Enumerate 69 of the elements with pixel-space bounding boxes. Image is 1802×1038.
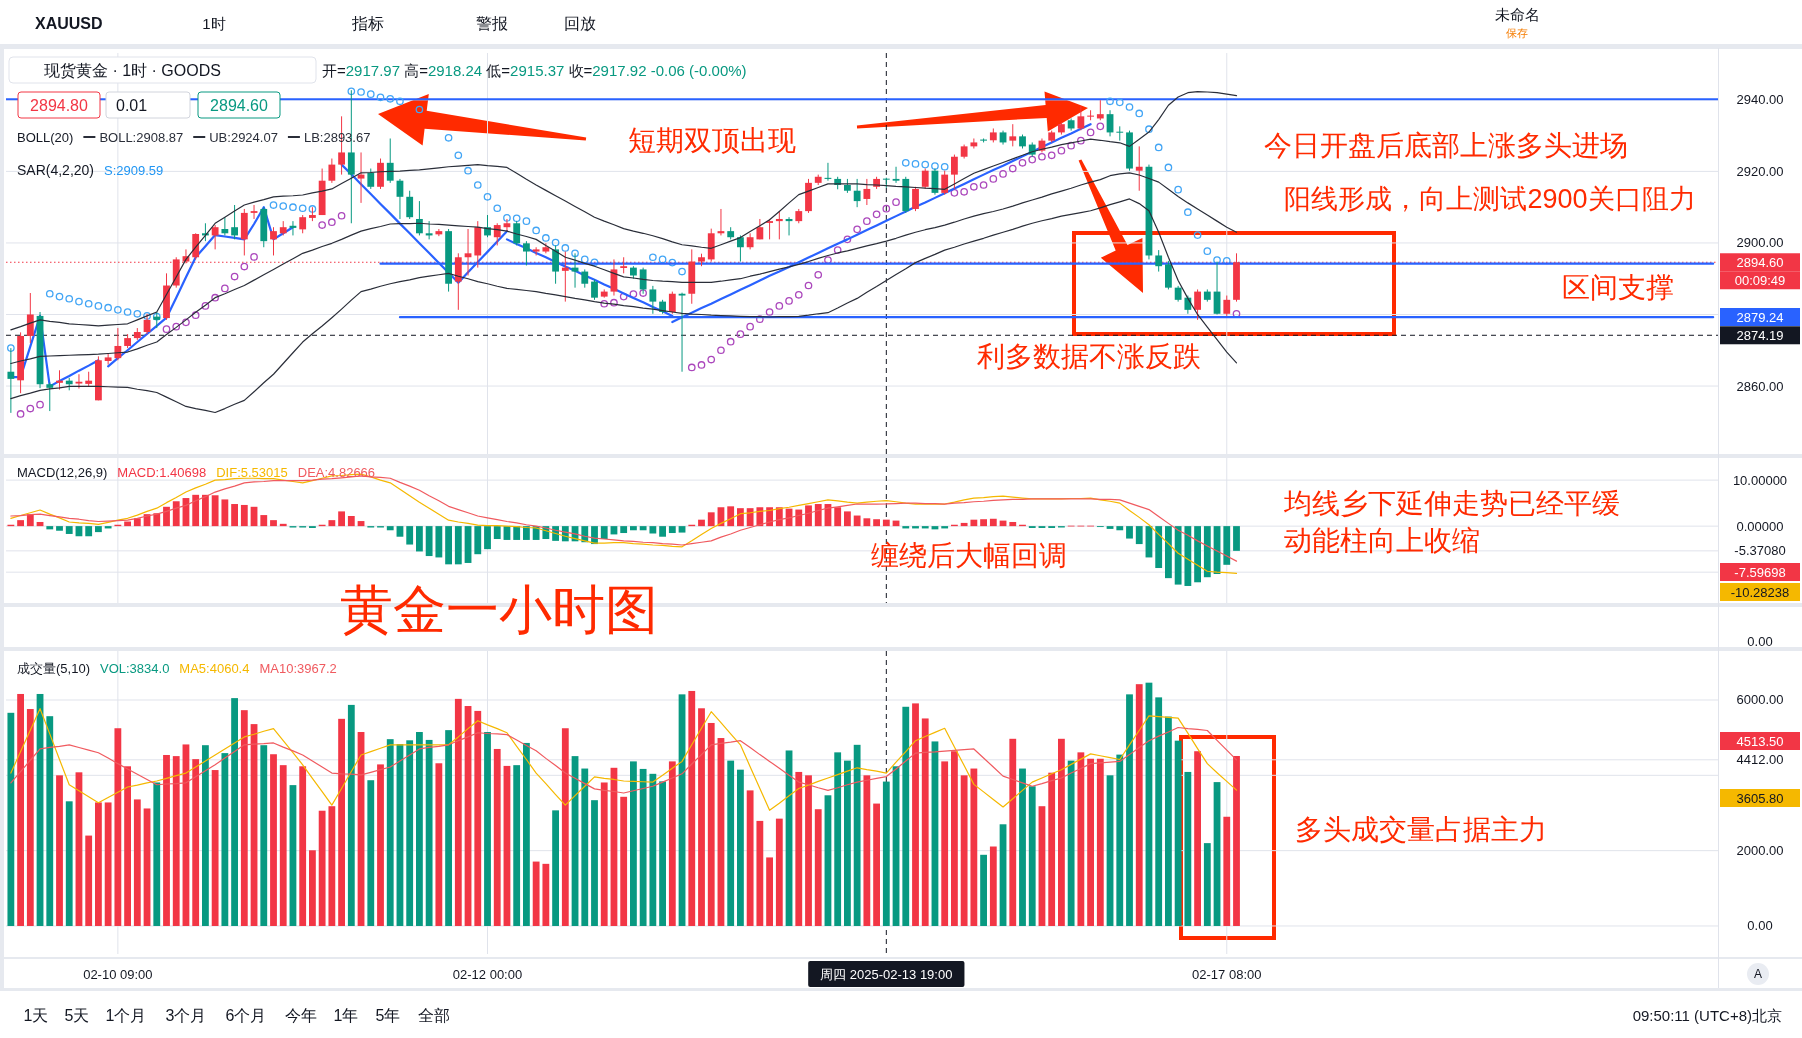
text: 3个月 <box>165 1006 207 1024</box>
ref-line-label: 2894.60 <box>1736 254 1784 270</box>
text: S:2909.59 <box>104 162 164 178</box>
annotation: 黄金一小时图 <box>340 579 658 639</box>
text: 6个月 <box>225 1006 267 1024</box>
text: A <box>1753 967 1763 981</box>
y-tick-label: 2000.00 <box>1736 843 1784 859</box>
text: 今年 <box>285 1006 317 1024</box>
y-tick-label: 2860.00 <box>1736 378 1784 394</box>
annotation: 短期双顶出现 <box>628 124 796 156</box>
y-tick-label: 0.00 <box>1747 918 1773 934</box>
legend-title: 成交量(5,10) <box>17 660 90 676</box>
series-label: DIF:5.53015 <box>216 464 288 480</box>
text: 1时 <box>202 14 226 32</box>
legend-label: BOLL:2908.87 <box>99 129 184 145</box>
text: 1天 <box>23 1006 49 1024</box>
text: 4513.50 <box>1736 733 1784 749</box>
annotation: 2894.80 <box>30 96 89 114</box>
text: VOL:3834.0 <box>99 660 170 676</box>
annotation: 利多数据不涨反跌 <box>977 340 1201 372</box>
text: 00:09:49 <box>1734 272 1786 288</box>
text: XAUUSD <box>35 14 103 32</box>
legend-title: MACD(12,26,9) <box>17 464 108 480</box>
text: 开=2917.97 高=2918.24 低=2915.37 收=2917.92 -0.06 (-0.00%) <box>322 61 747 79</box>
ref-line-label: 2874.19 <box>1736 327 1784 343</box>
y-tick-label: 2940.00 <box>1736 92 1784 108</box>
y-tick-label: -5.37080 <box>1734 543 1786 559</box>
annotation: 动能柱向上收缩 <box>1284 524 1480 556</box>
series-label: DEA:4.82666 <box>297 464 376 480</box>
text: 5年 <box>375 1006 401 1024</box>
text: 未命名 <box>1494 5 1540 23</box>
y-tick-label: 10.00000 <box>1732 472 1788 488</box>
text: -7.59698 <box>1734 564 1786 580</box>
text: -10.28238 <box>1730 584 1790 600</box>
legend-label: UB:2924.07 <box>209 129 278 145</box>
legend-title: BOLL(20) <box>17 129 74 145</box>
annotation: 区间支撑 <box>1562 271 1674 303</box>
x-tick-label: 02-12 00:00 <box>452 966 523 982</box>
annotation: 均线乡下延伸走势已经平缓 <box>1283 487 1620 519</box>
annotation: 今日开盘后底部上涨多头进场 <box>1264 129 1628 161</box>
x-tick-label: 02-10 09:00 <box>83 966 153 982</box>
annotation: 阳线形成，向上测试2900关口阻力 <box>1284 184 1696 214</box>
y-tick-label: 2900.00 <box>1736 235 1784 251</box>
annotation: 2894.60 <box>210 96 269 114</box>
text: 3605.80 <box>1736 790 1784 806</box>
y-tick-label: 4412.00 <box>1736 752 1784 768</box>
text: 指标 <box>351 14 384 32</box>
series-label: MACD:1.40698 <box>117 464 207 480</box>
text: 5天 <box>64 1006 90 1024</box>
x-tick-label: 02-17 08:00 <box>1192 966 1262 982</box>
y-tick-label: 6000.00 <box>1736 692 1784 708</box>
text: 全部 <box>418 1006 450 1024</box>
text: 1年 <box>333 1006 359 1024</box>
annotation: 0.01 <box>116 96 148 114</box>
text: 回放 <box>564 14 596 32</box>
text: MA5:4060.4 <box>179 660 250 676</box>
text: 保存 <box>1506 27 1528 39</box>
x-tick-label: 周四 2025-02-13 19:00 <box>820 966 953 982</box>
text: 09:50:11 (UTC+8)北京 <box>1632 1006 1782 1024</box>
text: 1个月 <box>105 1006 147 1024</box>
text: 2879.24 <box>1736 309 1784 325</box>
text: 警报 <box>476 14 508 32</box>
annotation: 多头成交量占据主力 <box>1295 813 1547 845</box>
y-tick-label: 2920.00 <box>1736 163 1784 179</box>
annotation: SAR(4,2,20) <box>17 162 95 178</box>
text: 现货黄金 · 1时 · GOODS <box>44 61 221 79</box>
y-tick-label: 0.00000 <box>1736 518 1784 534</box>
annotation: 缠绕后大幅回调 <box>871 539 1067 571</box>
text: MA10:3967.2 <box>259 660 337 676</box>
